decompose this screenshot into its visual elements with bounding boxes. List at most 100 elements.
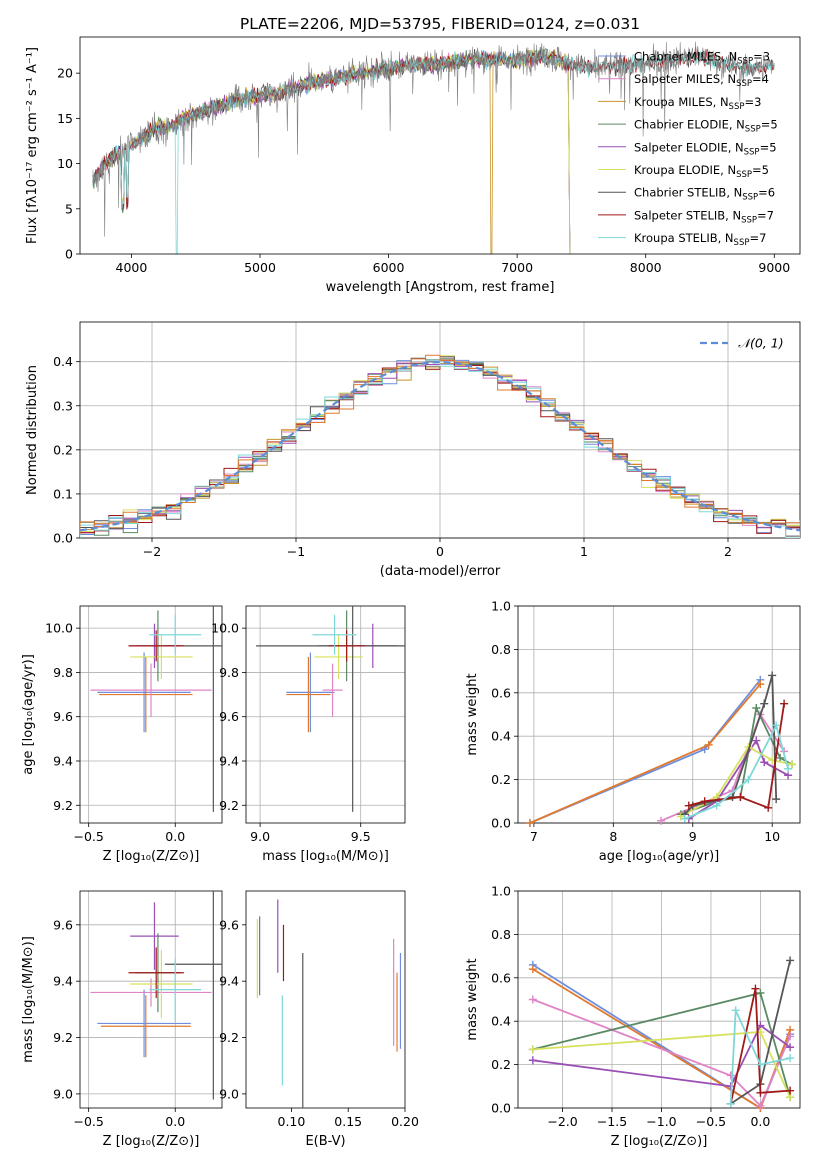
spectrum-ytick-label: 20 [57,66,73,81]
legend-label-text: Chabrier STELIB, N [634,186,742,200]
weight_vs_Z-xtick-label: 0.0 [750,1114,770,1129]
weight_vs_age-xtick-label: 8 [609,829,617,844]
mass_vs_Z-plot-area [90,891,222,1100]
weight_vs_Z-series-8 [729,1010,791,1104]
residuals-ytick-label: 0.1 [53,486,73,501]
legend-label-ssp: =6 [758,186,775,200]
weight_vs_age-marker [684,801,693,810]
legend-label-text: Kroupa MILES, N [634,95,729,109]
weight_vs_Z-xtick-label: −2.0 [547,1114,577,1129]
weight_vs_age-xtick-label: 7 [530,829,538,844]
age_vs_Z-plot-area [90,606,222,812]
age_vs_Z-frame [79,605,223,824]
legend-label-ssp: =7 [749,231,766,245]
legend-label-8: Kroupa STELIB, NSSP=7 [634,231,766,248]
age_vs_mass-ytick-label: 9.8 [219,665,239,680]
weight_vs_age-series-6 [684,675,778,815]
age_vs_mass-xtick-label: 9.5 [351,829,371,844]
weight_vs_Z-ylabel: mass weight [465,958,480,1040]
mass_vs_ebv-ytick-label: 9.2 [219,1030,239,1045]
weight_vs_Z-xlabel: Z [log₁₀(Z/Z⊙)] [611,1134,708,1149]
legend-label-sub: SSP [736,170,752,180]
age_vs_mass-plot-area [256,606,405,812]
weight_vs_age-marker [768,671,777,680]
age_vs_Z-ytick-label: 10.0 [45,621,73,636]
legend-label-text: Salpeter ELODIE, N [634,140,744,154]
weight_vs_Z-marker [786,1032,795,1041]
mass_vs_ebv-ytick-label: 9.6 [219,917,239,932]
legend-label-text: Salpeter MILES, N [634,72,736,86]
weight_vs_age-marker [784,764,793,773]
residuals-ytick-label: 0.4 [53,354,73,369]
weight_vs_Z-frame [517,890,801,1109]
spectrum-xtick-label: 9000 [758,260,790,275]
age_vs_mass-ytick-label: 9.6 [219,709,239,724]
mass_vs_ebv-plot-area [256,899,402,1108]
age_vs_mass-xtick-label: 9.0 [250,829,270,844]
weight_vs_age-ytick-label: 0.0 [491,816,511,831]
weight_vs_Z-marker [756,988,765,997]
mass_vs_Z-ytick-label: 9.2 [53,1030,73,1045]
residuals-xtick-label: 2 [724,544,732,559]
legend-label-ssp: =5 [752,163,769,177]
weight_vs_Z-marker [528,965,537,974]
legend-label-6: Chabrier STELIB, NSSP=6 [634,186,775,203]
weight_vs_Z-ytick-label: 0.4 [491,1014,511,1029]
mass_vs_ebv-ytick-label: 9.0 [219,1086,239,1101]
weight_vs_age-axes: 7 8 9 10 0.0 0.2 0.4 0.6 0.8 1.0 age [log₁₀(age/yr… [465,599,801,864]
weight_vs_Z-xtick-label: −1.0 [646,1114,676,1129]
residuals-ytick-label: 0.0 [53,531,73,546]
residuals-ytick-label: 0.3 [53,398,73,413]
weight_vs_age-plot-area [525,671,797,827]
weight_vs_Z-marker [528,995,537,1004]
weight_vs_Z-axes: −2.0 −1.5 −1.0 −0.5 0.0 0.0 0.2 0.4 0.6 0.8 1.0 Z [… [465,884,801,1149]
weight_vs_age-marker [704,740,713,749]
weight_vs_age-series-7 [688,703,785,810]
weight_vs_age-marker [736,792,745,801]
weight_vs_Z-marker [786,1086,795,1095]
residuals-legend: 𝒩(0, 1) [700,336,784,351]
residuals-xlabel: (data-model)/error [380,564,501,579]
mass_vs_ebv-ytick-label: 9.4 [219,974,239,989]
weight_vs_Z-ytick-label: 0.8 [491,927,511,942]
weight_vs_age-marker [788,760,797,769]
residuals-ytick-label: 0.2 [53,442,73,457]
weight_vs_Z-series-2 [532,998,791,1108]
mass_vs_Z-ylabel: mass [log₁₀(M/M⊙)] [21,936,36,1063]
weight_vs_Z-marker [756,1088,765,1097]
legend-label-4: Salpeter ELODIE, NSSP=5 [634,140,777,157]
legend-label-text: Kroupa STELIB, N [634,231,734,245]
legend-label-sub: SSP [737,57,753,67]
spectrum-plot-area [92,41,775,254]
mass_vs_Z-ytick-label: 9.6 [53,917,73,932]
weight_vs_Z-marker [528,1045,537,1054]
residuals-plot-area [80,354,800,538]
weight_vs_age-ytick-label: 0.6 [491,685,511,700]
legend-label-sub: SSP [745,125,761,135]
legend-label-sub: SSP [742,193,758,203]
weight_vs_age-ytick-label: 0.2 [491,772,511,787]
weight_vs_age-frame [517,605,801,824]
legend-label-ssp: =5 [761,118,778,132]
residuals-axes: −2 −1 0 1 2 0.0 0.1 0.2 0.3 0.4 (data-model)/error… [25,321,801,579]
weight_vs_Z-marker [786,956,795,965]
legend-label-0: Chabrier MILES, NSSP=3 [634,50,770,67]
legend-label-sub: SSP [729,102,745,112]
weight_vs_age-marker [525,819,534,827]
mass_vs_Z-xtick-label: 0.0 [165,1114,185,1129]
weight_vs_Z-ytick-label: 0.2 [491,1057,511,1072]
weight_vs_age-series-2 [660,712,785,822]
legend-label-text: Chabrier ELODIE, N [634,118,745,132]
weight_vs_Z-marker [786,1043,795,1052]
mass_vs_Z-xtick-label: −0.5 [73,1114,103,1129]
legend-label-sub: SSP [736,79,752,89]
age_vs_Z-xlabel: Z [log₁₀(Z/Z⊙)] [103,849,200,864]
weight_vs_Z-ytick-label: 1.0 [491,884,511,899]
weight_vs_age-marker [776,753,785,762]
weight_vs_age-marker [656,816,665,825]
mass_vs_Z-ytick-label: 9.0 [53,1086,73,1101]
weight_vs_age-marker [744,775,753,784]
weight_vs_age-marker [756,680,765,689]
spectrum-xtick-label: 8000 [630,260,662,275]
